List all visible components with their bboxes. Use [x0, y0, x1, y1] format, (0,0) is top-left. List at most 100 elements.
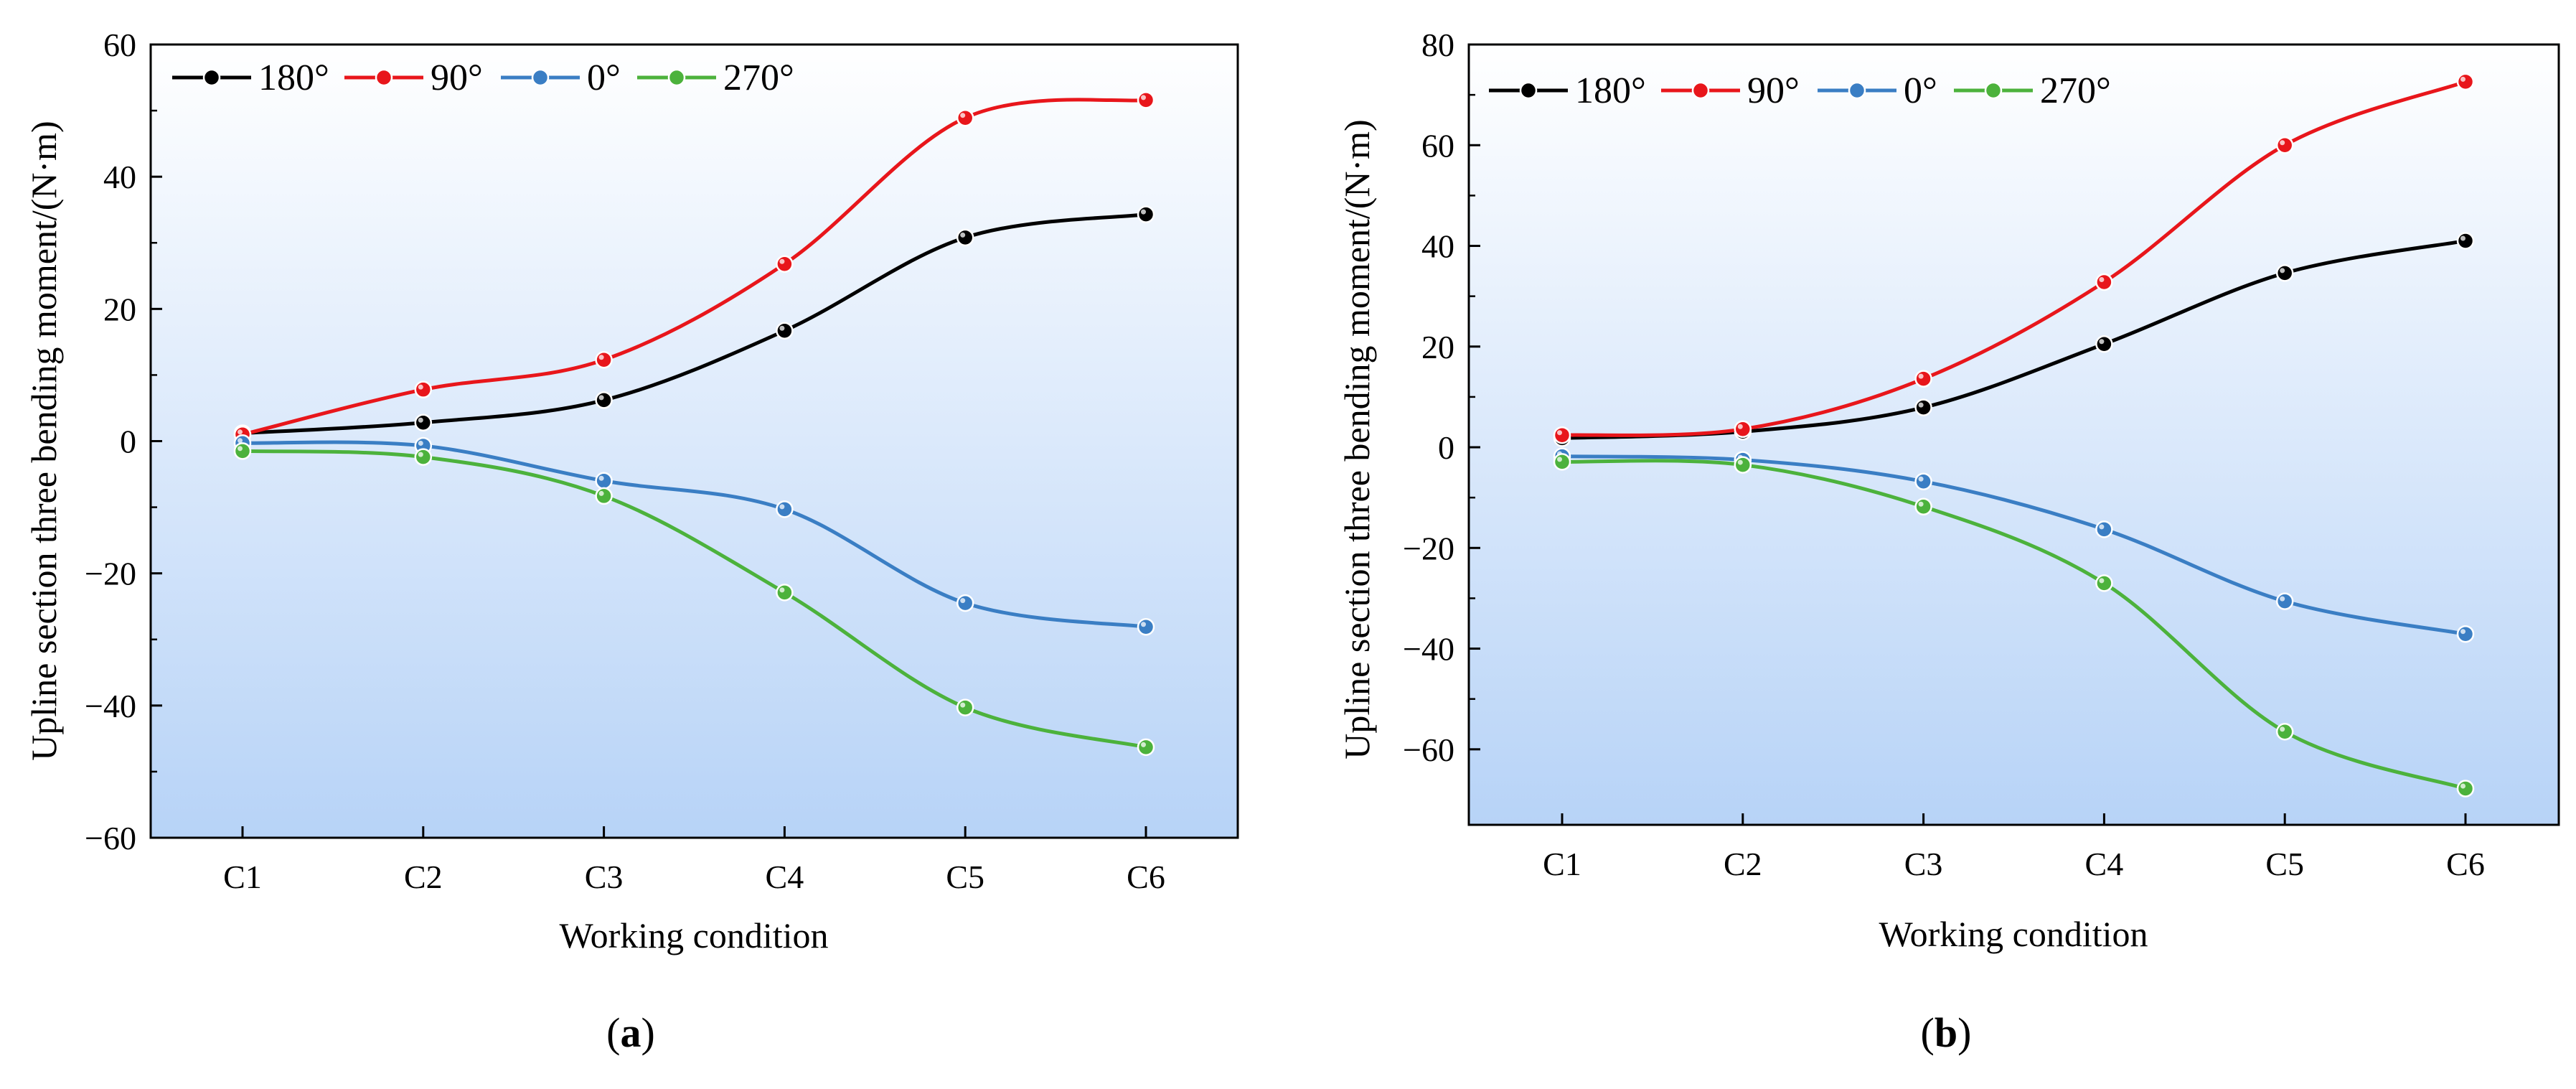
- data-point-highlight-b-3-1: [1737, 459, 1743, 465]
- legend-a: 180° 90° 0° 270°: [172, 57, 794, 98]
- data-point-highlight-b-2-2: [1918, 476, 1924, 482]
- panel-label-a: (a): [606, 1009, 655, 1056]
- y-tick-label-b-1: −40: [1403, 631, 1454, 668]
- data-point-a-2-2: [595, 472, 613, 490]
- data-point-highlight-a-3-1: [418, 452, 423, 457]
- data-point-highlight-a-3-4: [960, 702, 966, 708]
- legend-marker-a-0: [202, 68, 221, 87]
- data-point-highlight-b-1-3: [2099, 277, 2105, 283]
- data-point-highlight-b-2-5: [2460, 629, 2465, 635]
- series-line-b-3: [1560, 459, 2468, 791]
- data-point-highlight-b-3-2: [1918, 501, 1924, 507]
- series-line-a-1: [240, 98, 1148, 436]
- y-tick-label-a-3: 0: [120, 424, 136, 460]
- data-point-b-1-3: [2095, 273, 2113, 291]
- data-point-highlight-b-0-3: [2099, 339, 2105, 345]
- series-line-b-1: [1560, 80, 2468, 437]
- data-point-a-3-5: [1137, 738, 1155, 757]
- legend-label-b-3: 270°: [2040, 70, 2111, 111]
- data-point-highlight-a-2-3: [779, 504, 785, 510]
- data-point-b-2-4: [2275, 592, 2294, 610]
- data-point-highlight-a-2-5: [1141, 622, 1146, 627]
- legend-label-b-2: 0°: [1904, 70, 1937, 111]
- x-tick-label-b-3: C4: [2085, 846, 2124, 882]
- y-tick-layer-a: −60 −40 −20 0 20 40 60: [85, 27, 162, 856]
- data-point-b-2-5: [2456, 625, 2475, 643]
- legend-marker-b-1: [1691, 81, 1710, 100]
- legend-marker-b-2: [1848, 81, 1866, 100]
- data-point-b-0-5: [2456, 232, 2475, 250]
- data-point-highlight-b-1-4: [2280, 140, 2285, 146]
- data-point-highlight-b-0-2: [1918, 402, 1924, 408]
- legend-label-a-3: 270°: [723, 57, 794, 98]
- y-tick-label-b-4: 20: [1421, 329, 1454, 365]
- data-point-b-0-2: [1914, 398, 1932, 416]
- data-point-highlight-a-1-0: [238, 429, 243, 435]
- data-point-highlight-a-1-4: [960, 113, 966, 118]
- data-point-a-3-0: [233, 442, 252, 460]
- legend-marker-b-3: [1984, 81, 2003, 100]
- x-tick-layer-b: C1 C2 C3 C4 C5 C6: [1543, 813, 2485, 882]
- data-point-a-0-3: [776, 322, 794, 340]
- data-point-b-1-1: [1734, 420, 1752, 439]
- data-point-highlight-a-3-3: [779, 587, 785, 593]
- data-point-highlight-a-2-4: [960, 598, 966, 604]
- legend-label-a-0: 180°: [258, 57, 329, 98]
- data-point-highlight-b-2-4: [2280, 596, 2285, 602]
- data-point-b-2-3: [2095, 520, 2113, 538]
- x-tick-label-b-5: C6: [2446, 846, 2485, 882]
- data-point-highlight-a-3-2: [598, 490, 604, 496]
- chart-panel-b: −60 −40 −20 0 20 40 60 80 C1 C2 C3 C4 C5 C6 Upline s…: [1337, 27, 2560, 1056]
- data-point-b-0-3: [2095, 335, 2113, 353]
- data-point-highlight-a-1-2: [598, 355, 604, 360]
- data-point-b-3-5: [2456, 780, 2475, 798]
- legend-marker-a-1: [375, 68, 393, 87]
- data-point-highlight-b-0-5: [2460, 235, 2465, 241]
- data-point-highlight-a-0-2: [598, 395, 604, 401]
- data-point-highlight-a-2-2: [598, 475, 604, 481]
- data-point-b-0-4: [2275, 264, 2294, 282]
- data-point-highlight-b-3-3: [2099, 578, 2105, 584]
- data-point-b-1-5: [2456, 73, 2475, 91]
- series-line-a-3: [240, 449, 1148, 749]
- x-tick-label-b-4: C5: [2265, 846, 2304, 882]
- y-axis-title-b: Upline section three bending moment/(N·m…: [1337, 119, 1377, 759]
- x-axis-title-a: Working condition: [559, 915, 828, 955]
- data-point-highlight-a-0-4: [960, 232, 966, 238]
- y-tick-label-b-0: −60: [1403, 732, 1454, 768]
- data-point-highlight-b-3-4: [2280, 726, 2285, 732]
- x-tick-label-b-1: C2: [1724, 846, 1762, 882]
- data-point-a-3-3: [776, 584, 794, 602]
- y-tick-label-b-6: 60: [1421, 127, 1454, 164]
- data-point-b-3-2: [1914, 497, 1932, 516]
- series-layer-b: [1553, 73, 2475, 798]
- data-point-b-3-0: [1553, 453, 1571, 471]
- data-point-a-1-3: [776, 255, 794, 273]
- data-point-a-3-2: [595, 487, 613, 505]
- panel-label-a-letter: a: [621, 1009, 641, 1056]
- data-point-highlight-a-3-0: [238, 446, 243, 452]
- data-point-highlight-b-1-2: [1918, 373, 1924, 379]
- plot-frame-b: [1467, 43, 2560, 826]
- data-point-a-1-5: [1137, 91, 1155, 109]
- data-point-a-2-4: [956, 594, 974, 612]
- y-tick-label-a-2: −20: [85, 556, 136, 592]
- data-point-highlight-a-0-1: [418, 417, 423, 423]
- series-line-b-2: [1560, 454, 2468, 636]
- data-point-highlight-b-3-5: [2460, 783, 2465, 789]
- data-point-highlight-b-3-0: [1557, 457, 1562, 462]
- data-point-highlight-b-1-5: [2460, 76, 2465, 82]
- legend-marker-a-2: [531, 68, 550, 87]
- data-point-highlight-b-2-3: [2099, 524, 2105, 530]
- legend-label-a-2: 0°: [587, 57, 621, 98]
- data-point-a-1-4: [956, 108, 974, 127]
- x-tick-label-b-0: C1: [1543, 846, 1581, 882]
- series-layer-a: [233, 91, 1155, 757]
- y-tick-label-a-1: −40: [85, 688, 136, 724]
- x-tick-label-a-3: C4: [766, 859, 804, 895]
- chart-panel-a: −60 −40 −20 0 20 40 60 C1 C2 C3 C4 C5 C6 Upline sec…: [24, 27, 1239, 1056]
- x-tick-layer-a: C1 C2 C3 C4 C5 C6: [223, 826, 1165, 895]
- data-point-b-2-2: [1914, 472, 1932, 490]
- data-point-highlight-b-0-4: [2280, 268, 2285, 274]
